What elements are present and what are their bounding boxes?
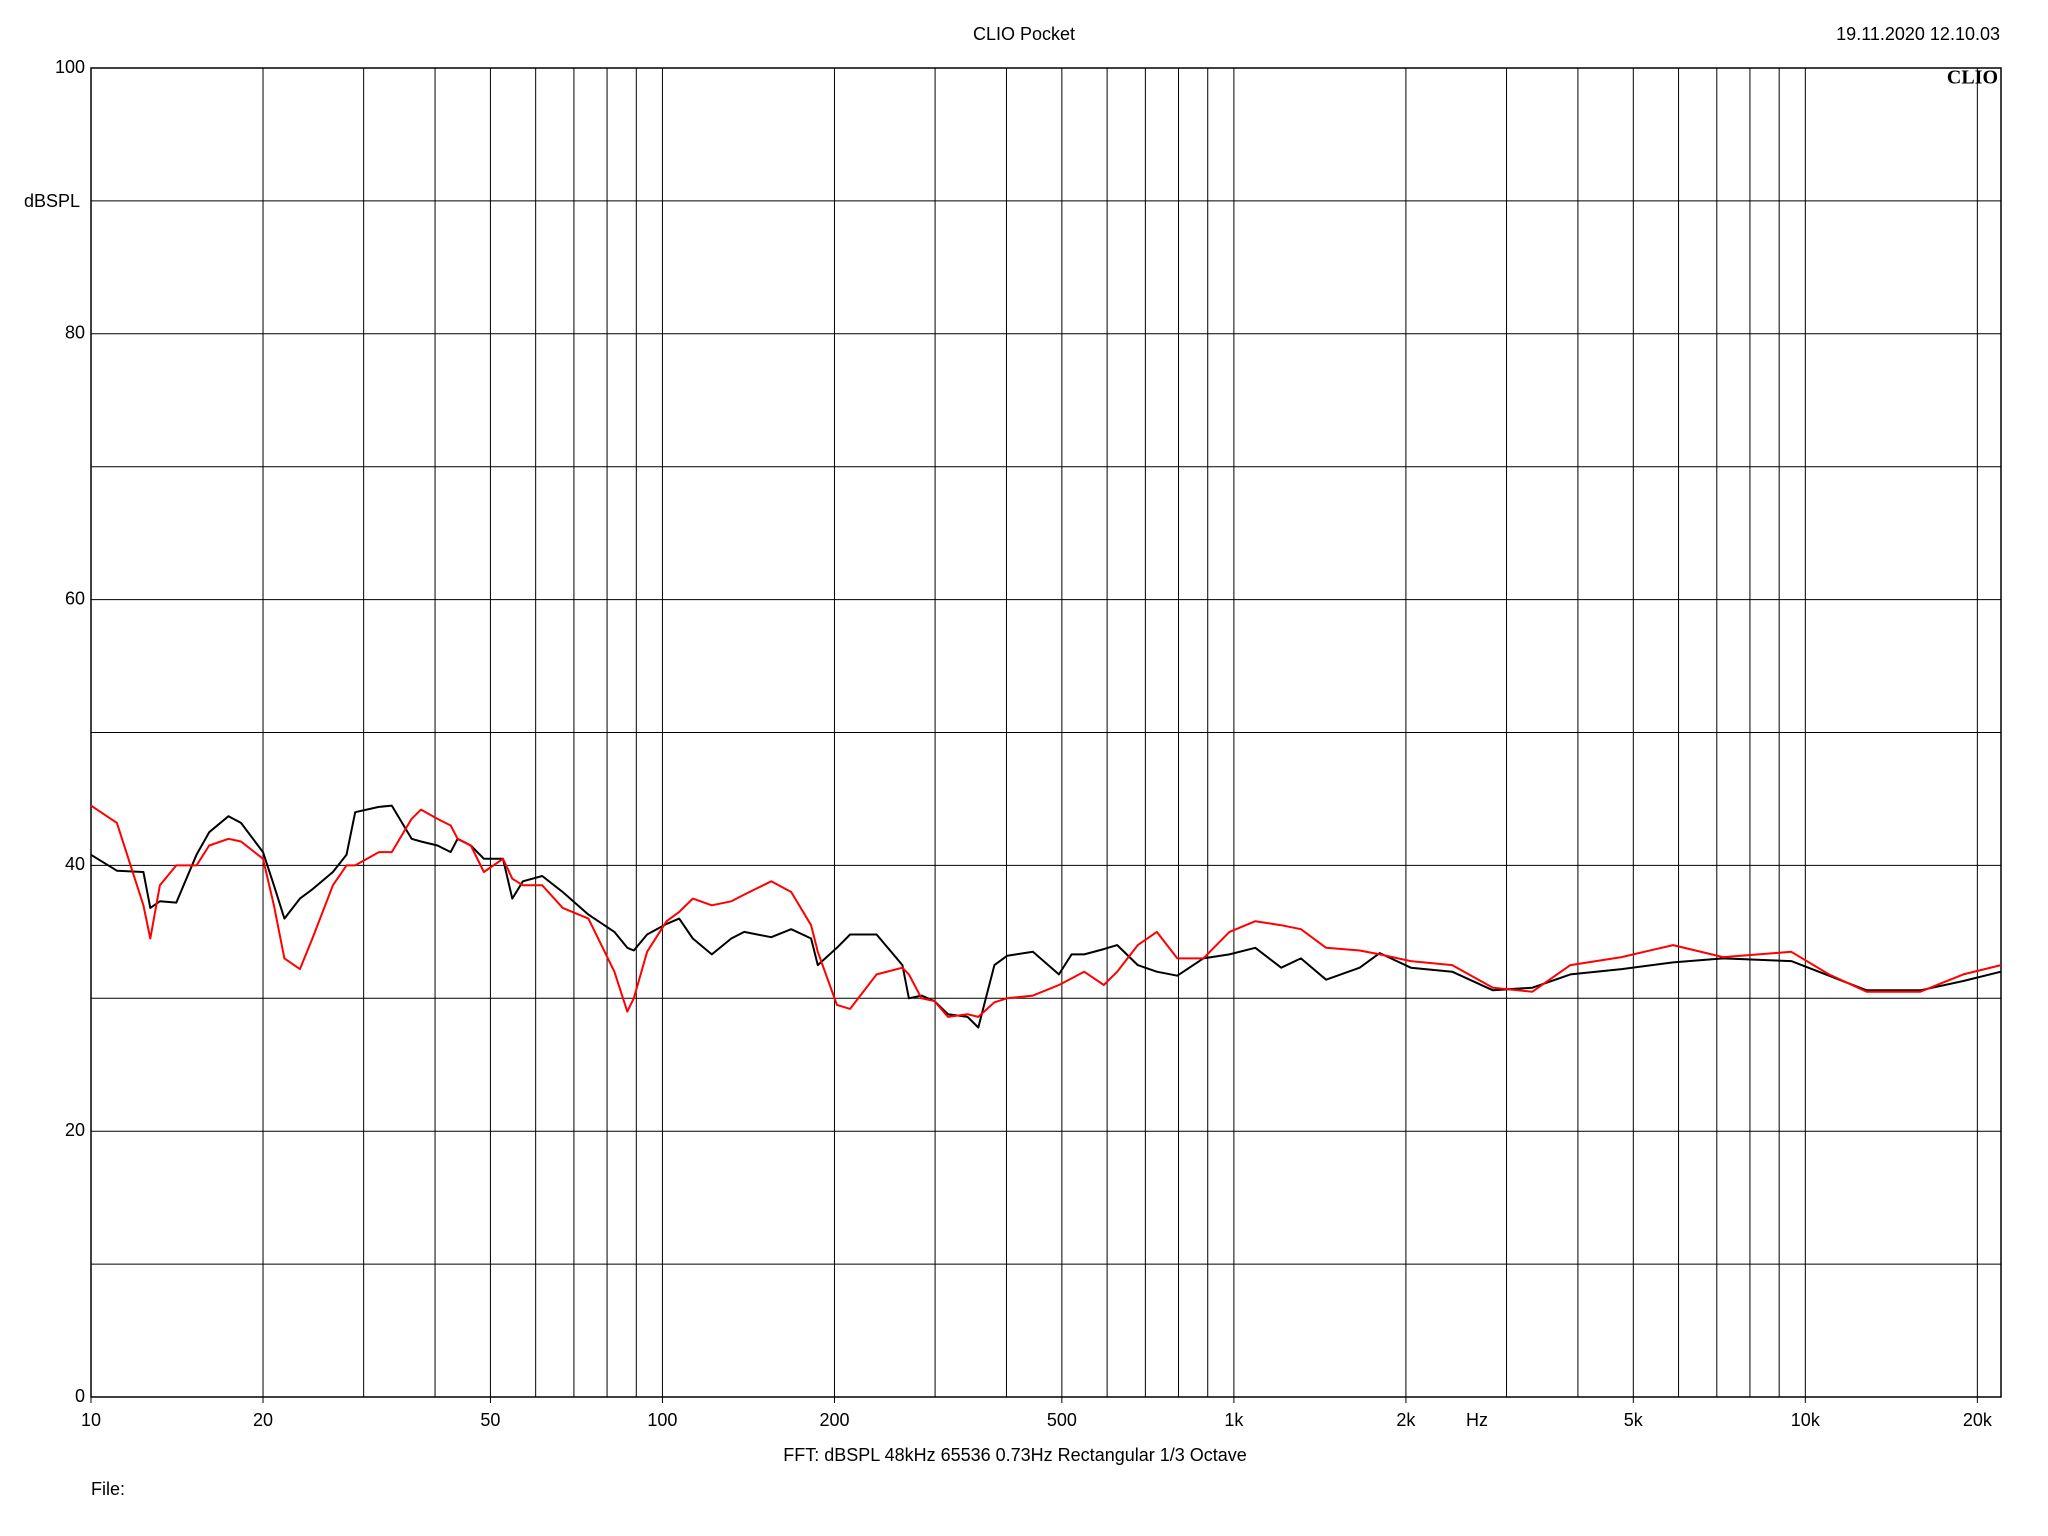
line-series (90, 804, 2002, 1018)
x-tick-label: 5k (1624, 1410, 1644, 1430)
x-tick-label: 10k (1791, 1410, 1821, 1430)
x-tick-label: 1k (1224, 1410, 1244, 1430)
x-tick-label: 100 (647, 1410, 677, 1430)
footer: FFT: dBSPL 48kHz 65536 0.73Hz Rectangula… (783, 1445, 1247, 1465)
chart-title: CLIO Pocket (973, 24, 1075, 44)
y-tick-label: 80 (65, 323, 85, 343)
x-tick-label: 50 (480, 1410, 500, 1430)
timestamp: 19.11.2020 12.10.03 (1836, 24, 2000, 44)
y-tick-label: 20 (65, 1120, 85, 1140)
file-label: File: (91, 1479, 125, 1499)
x-tick-label: 20k (1963, 1410, 1993, 1430)
line-series (90, 804, 2002, 1029)
x-tick-label: 20 (253, 1410, 273, 1430)
y-tick-label: 40 (65, 854, 85, 874)
y-tick-label: 0 (75, 1386, 85, 1406)
y-axis-label: dBSPL (24, 191, 80, 211)
x-tick-label: 200 (819, 1410, 849, 1430)
y-tick-label: 60 (65, 588, 85, 608)
y-tick-label: 100 (55, 57, 85, 77)
x-tick-label: 10 (81, 1410, 101, 1430)
x-axis-label: Hz (1466, 1410, 1488, 1430)
x-tick-label: 500 (1047, 1410, 1077, 1430)
logo: CLIO (1947, 67, 1998, 89)
x-tick-label: 2k (1396, 1410, 1416, 1430)
